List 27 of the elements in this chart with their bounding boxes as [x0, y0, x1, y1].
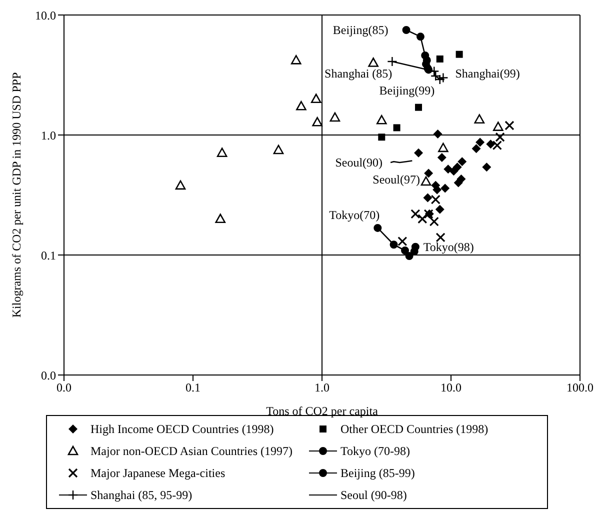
y-axis-title: Kilograms of CO2 per unit GDP in 1990 USD PPP	[9, 72, 24, 318]
annotation: Shanghai (85)	[324, 66, 392, 80]
annotation: Tokyo(70)	[329, 208, 380, 222]
annotation: Seoul(97)	[372, 172, 420, 186]
x-tick-label: 10.0	[440, 380, 462, 395]
legend-label: Other OECD Countries (1998)	[340, 422, 488, 436]
annotation: Shanghai(99)	[455, 66, 520, 81]
x-tick-label: 100.0	[566, 380, 594, 395]
y-tick-label: 0.1	[41, 248, 56, 262]
legend-label: Major non-OECD Asian Countries (1997)	[90, 444, 292, 458]
annotation: Tokyo(98)	[423, 240, 474, 254]
legend-label: Tokyo (70-98)	[340, 444, 410, 458]
annotation: Beijing(99)	[379, 84, 435, 98]
y-tick-label: 0.0	[41, 368, 56, 382]
legend-label: Shanghai (85, 95-99)	[90, 488, 192, 502]
x-tick-label: 1.0	[314, 380, 330, 395]
annotation: Seoul(90)	[335, 156, 383, 170]
legend-label: Beijing (85-99)	[340, 466, 415, 480]
x-tick-label: 0.1	[186, 380, 200, 395]
y-tick-label: 10.0	[35, 8, 56, 22]
x-axis-title: Tons of CO2 per capita	[266, 404, 379, 418]
legend-label: High Income OECD Countries (1998)	[90, 422, 274, 436]
annotation: Beijing(85)	[332, 22, 388, 37]
legend-label: Major Japanese Mega-cities	[90, 466, 226, 480]
y-tick-label: 1.0	[41, 128, 56, 142]
x-tick-label: 0.0	[56, 380, 72, 395]
legend-label: Seoul (90-98)	[340, 488, 407, 502]
